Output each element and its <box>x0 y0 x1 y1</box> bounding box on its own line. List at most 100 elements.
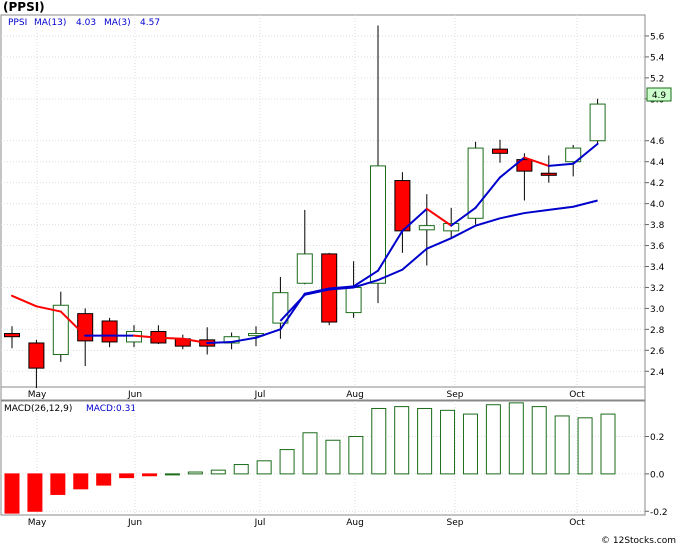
legend-ma13-value: 4.03 <box>76 18 96 28</box>
candle-down <box>540 172 557 176</box>
macd-bar-positive <box>371 407 387 475</box>
chart-title: (PPSI) <box>3 0 45 14</box>
macd-bar-negative <box>50 473 66 495</box>
candle-up <box>296 253 313 284</box>
macd-bar-positive <box>577 417 593 475</box>
price-x-tick-label: May <box>28 390 47 400</box>
price-y-tick-label: 4.6 <box>650 137 665 147</box>
candle-up <box>272 292 289 324</box>
macd-bar-negative <box>142 473 158 477</box>
macd-label: MACD(26,12,9) <box>4 404 72 414</box>
ma3-segment <box>303 287 331 295</box>
macd-y-axis: -0.2 0.0 0.2 <box>645 433 668 518</box>
candle-down <box>394 180 411 232</box>
candle-up <box>589 103 606 142</box>
macd-bar-positive <box>279 449 295 475</box>
macd-bar-positive <box>554 415 570 475</box>
legend-ma3-label: MA(3) <box>104 18 131 28</box>
price-y-tick-label: 5.4 <box>650 53 665 63</box>
ma3-segment <box>401 207 428 232</box>
ma3-segment <box>206 340 233 344</box>
macd-bar-positive <box>210 469 226 475</box>
ma3-segment <box>133 334 160 339</box>
ma3-segment <box>181 337 209 344</box>
price-y-tick-label: 5.2 <box>650 74 664 84</box>
macd-y-tick-label: 0.0 <box>650 470 665 480</box>
macd-y-tick-label: -0.2 <box>650 508 668 518</box>
ma3-segment <box>523 156 550 167</box>
macd-bar-positive <box>233 464 249 475</box>
legend-symbol: PPSI <box>8 18 27 28</box>
candle-up <box>418 225 435 231</box>
ma3-segment <box>59 310 87 337</box>
price-x-tick-label: Aug <box>346 390 364 400</box>
macd-bar-negative <box>73 473 89 490</box>
macd-value-label: MACD:0.31 <box>86 404 136 414</box>
macd-bar-positive <box>531 406 547 475</box>
price-x-tick-label: Jun <box>127 390 142 400</box>
macd-bar-negative <box>4 473 20 514</box>
macd-bar-positive <box>600 413 616 475</box>
macd-x-tick-label: Jul <box>254 518 266 528</box>
ma13-line <box>279 199 598 322</box>
candle-up <box>467 147 484 219</box>
candle-down <box>516 159 533 172</box>
last-price-box <box>646 87 672 102</box>
price-y-axis: 2.42.62.83.03.23.43.63.84.04.24.44.65.05… <box>645 32 665 378</box>
ma3-segment <box>450 206 477 227</box>
price-y-tick-label: 3.4 <box>650 263 665 273</box>
macd-x-tick-label: Jun <box>127 518 142 528</box>
ma3-segment <box>425 207 453 227</box>
ma3-segment <box>255 328 282 339</box>
candle-down <box>101 320 118 343</box>
price-x-tick-label: Jul <box>254 390 266 400</box>
ma3-segment <box>377 229 404 272</box>
macd-panel <box>0 400 646 516</box>
macd-x-tick-label: Oct <box>569 518 585 528</box>
price-y-tick-label: 3.0 <box>650 305 665 315</box>
macd-bar-positive <box>187 471 203 475</box>
candle-down <box>28 342 45 369</box>
macd-bar-negative <box>27 473 43 512</box>
macd-y-tick-label: 0.2 <box>650 433 664 443</box>
candle-up <box>370 165 386 284</box>
macd-bar-positive <box>302 432 318 475</box>
legend-ma13-label: MA(13) <box>34 18 66 28</box>
macd-bar-positive <box>417 407 433 475</box>
price-series <box>4 25 606 389</box>
price-panel <box>0 14 646 388</box>
ma3-segment <box>230 336 257 343</box>
price-y-tick-label: 5.6 <box>650 32 665 42</box>
watermark: © 12Stocks.com <box>601 536 676 546</box>
legend-ma3-value: 4.57 <box>140 18 160 28</box>
price-xaxis-strip <box>0 386 646 401</box>
macd-bar-positive <box>394 406 410 475</box>
ma3-segment <box>499 156 526 179</box>
ma3-segment <box>572 142 599 165</box>
candle-up <box>52 304 69 356</box>
price-y-tick-label: 2.6 <box>650 347 665 357</box>
macd-bar-positive <box>256 460 272 475</box>
candle-down <box>492 148 508 154</box>
price-y-tick-label: 3.6 <box>650 242 665 252</box>
price-y-tick-label: 4.4 <box>650 158 665 168</box>
last-price-label: 4.9 <box>652 91 667 101</box>
macd-bar-positive <box>462 413 478 475</box>
macd-bar-negative <box>119 473 135 479</box>
price-x-tick-label: Oct <box>569 390 585 400</box>
ma3-segment <box>279 292 306 331</box>
macd-bar-positive <box>508 402 524 475</box>
macd-bar-positive <box>440 409 456 475</box>
ma3-segment <box>352 269 379 288</box>
ma3-segment <box>547 162 575 167</box>
macd-bar-negative <box>96 473 112 486</box>
macd-bar-positive <box>485 404 501 475</box>
price-y-tick-label: 4.2 <box>650 179 664 189</box>
ma3-segment <box>157 336 184 340</box>
price-y-tick-label: 4.0 <box>650 200 665 210</box>
ma3-segment <box>11 294 38 308</box>
ma3-segment <box>328 285 355 290</box>
macd-x-tick-label: Aug <box>346 518 364 528</box>
macd-series <box>4 402 616 514</box>
